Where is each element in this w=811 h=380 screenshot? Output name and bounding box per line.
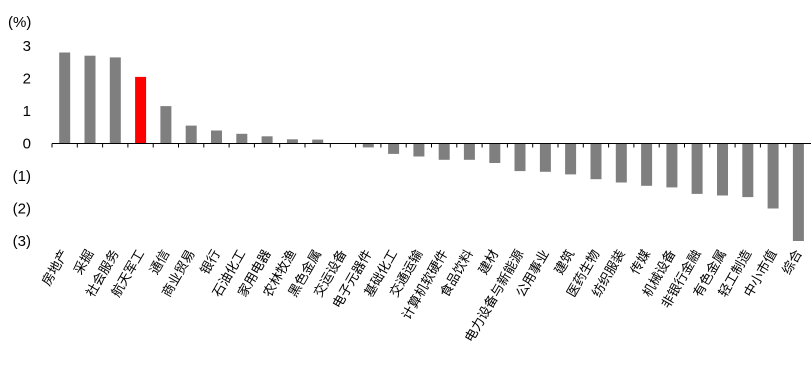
bar bbox=[160, 106, 172, 144]
bar bbox=[767, 143, 779, 209]
x-tick-label: 采掘 bbox=[71, 248, 97, 278]
y-tick-label: (3) bbox=[13, 233, 31, 250]
x-tick-label: 通信 bbox=[147, 248, 173, 278]
bar bbox=[691, 143, 703, 194]
y-axis-unit-label: (%) bbox=[8, 14, 31, 31]
bar bbox=[717, 143, 728, 196]
bar bbox=[742, 143, 754, 198]
bar bbox=[236, 133, 248, 144]
bar bbox=[135, 76, 147, 144]
bars bbox=[59, 52, 804, 241]
bar bbox=[84, 55, 96, 144]
y-tick-label: 1 bbox=[23, 103, 31, 120]
x-tick-label: 建筑 bbox=[551, 247, 578, 278]
y-tick-label: 2 bbox=[23, 71, 31, 88]
bar bbox=[362, 143, 374, 148]
y-tick-label: 0 bbox=[23, 136, 31, 153]
bar bbox=[388, 143, 400, 154]
bar bbox=[641, 143, 653, 186]
bar bbox=[286, 139, 298, 144]
y-tick-label: (1) bbox=[13, 168, 31, 185]
bar bbox=[211, 130, 222, 144]
bar bbox=[489, 143, 501, 163]
y-axis-ticks: 3 2 1 0 (1) (2) (3) bbox=[13, 38, 31, 250]
bar bbox=[463, 143, 475, 160]
bar bbox=[312, 139, 324, 144]
x-tick-label: 房地产 bbox=[39, 247, 72, 289]
x-axis-tick-marks bbox=[51, 143, 787, 148]
bar bbox=[666, 143, 678, 188]
bar bbox=[539, 143, 551, 172]
x-tick-label: 银行 bbox=[198, 248, 224, 278]
bar bbox=[565, 143, 577, 175]
x-tick-label: 建材 bbox=[476, 248, 502, 278]
bar bbox=[185, 125, 197, 144]
y-tick-label: 3 bbox=[23, 38, 31, 55]
bar bbox=[590, 143, 602, 180]
bar bbox=[261, 136, 273, 144]
bar bbox=[59, 52, 71, 144]
y-tick-label: (2) bbox=[13, 201, 31, 218]
bar bbox=[615, 143, 627, 183]
bar bbox=[438, 143, 450, 160]
bar bbox=[792, 143, 804, 241]
bar bbox=[109, 57, 121, 144]
x-tick-label: 综合 bbox=[780, 248, 806, 278]
bar bbox=[413, 143, 425, 157]
x-tick-label: 传媒 bbox=[628, 248, 654, 278]
bar bbox=[514, 143, 526, 172]
